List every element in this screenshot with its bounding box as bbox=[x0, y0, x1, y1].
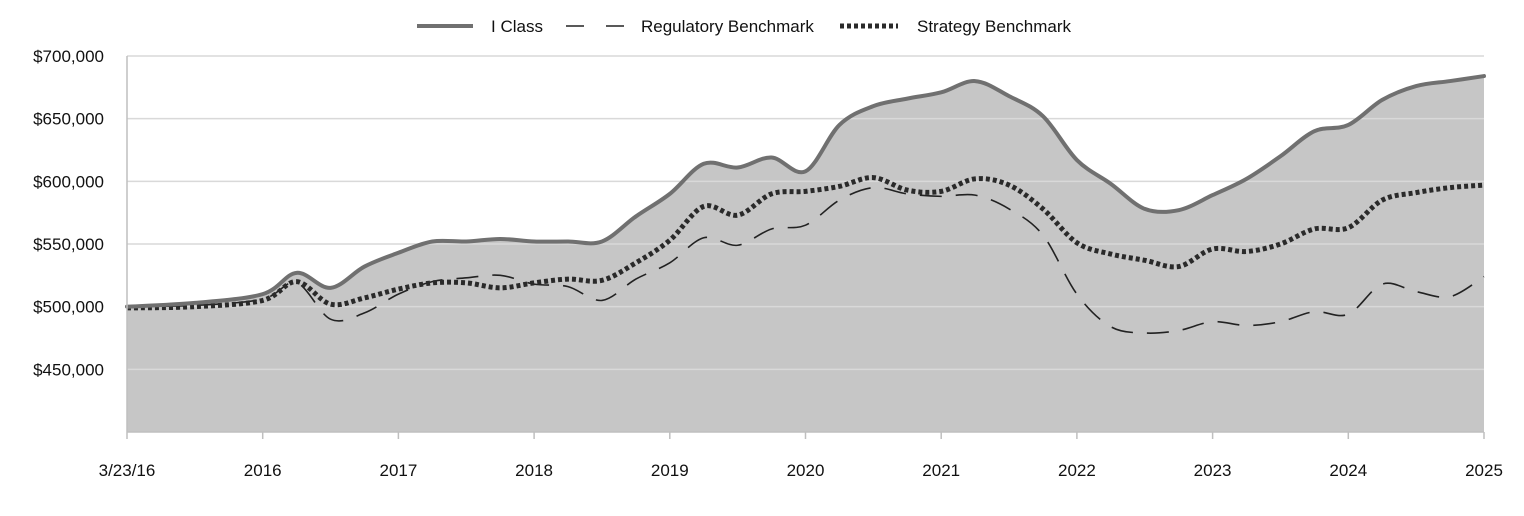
x-tick-label: 2017 bbox=[379, 461, 417, 480]
legend-label: I Class bbox=[491, 17, 543, 36]
x-tick-label: 2019 bbox=[651, 461, 689, 480]
series-lines bbox=[125, 74, 1486, 334]
legend-label: Strategy Benchmark bbox=[917, 17, 1072, 36]
x-tick-label: 2024 bbox=[1329, 461, 1367, 480]
y-tick-label: $650,000 bbox=[33, 110, 104, 129]
legend-item-i-class: I Class bbox=[417, 17, 543, 36]
legend-item-regulatory-benchmark: Regulatory Benchmark bbox=[566, 17, 814, 36]
x-tick-label: 2016 bbox=[244, 461, 282, 480]
x-tick-label: 2023 bbox=[1194, 461, 1232, 480]
axes: $700,000 $650,000 $600,000 $550,000 $500,000… bbox=[33, 47, 1503, 480]
y-tick-label: $700,000 bbox=[33, 47, 104, 66]
x-tick-label: 2021 bbox=[922, 461, 960, 480]
x-tick-label: 2020 bbox=[787, 461, 825, 480]
series-area-0 bbox=[127, 76, 1484, 433]
legend-label: Regulatory Benchmark bbox=[641, 17, 814, 36]
x-tick-label: 2025 bbox=[1465, 461, 1503, 480]
y-tick-label: $600,000 bbox=[33, 172, 104, 191]
legend-item-strategy-benchmark: Strategy Benchmark bbox=[840, 17, 1072, 36]
series-group bbox=[127, 76, 1484, 433]
series-line-regulatory-benchmark bbox=[126, 186, 1485, 334]
x-tick-label: 2022 bbox=[1058, 461, 1096, 480]
x-tick-label: 3/23/16 bbox=[99, 461, 156, 480]
y-tick-label: $450,000 bbox=[33, 360, 104, 379]
legend: I Class Regulatory Benchmark Strategy Benc… bbox=[417, 17, 1072, 36]
gridlines bbox=[127, 55, 1484, 371]
y-tick-label: $550,000 bbox=[33, 235, 104, 254]
series-line-i-class bbox=[125, 74, 1486, 309]
series-line-strategy-benchmark bbox=[126, 175, 1485, 311]
x-tick-label: 2018 bbox=[515, 461, 553, 480]
y-tick-label: $500,000 bbox=[33, 298, 104, 317]
